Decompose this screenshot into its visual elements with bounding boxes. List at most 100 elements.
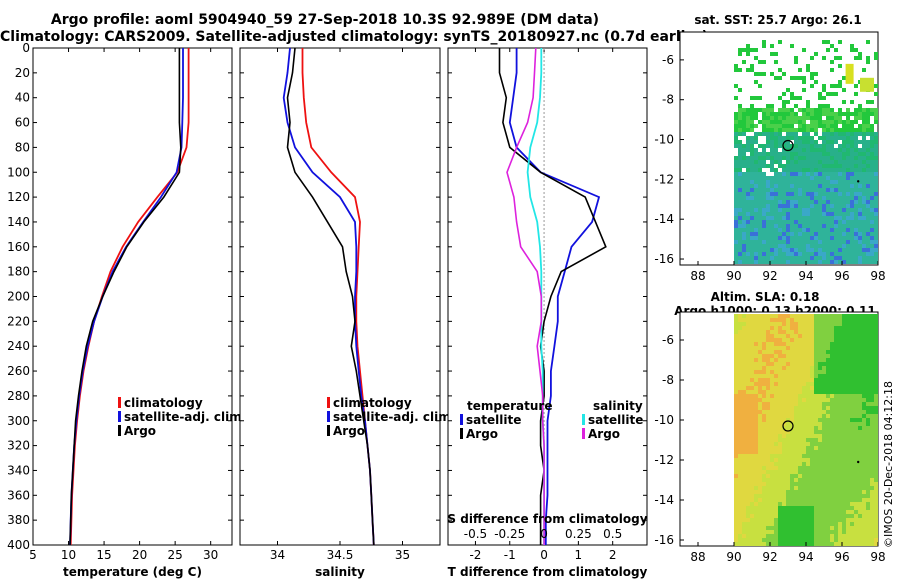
sla-cell [778, 502, 782, 506]
sst-cell [754, 164, 758, 168]
sst-cell [746, 196, 750, 200]
sst-cell [818, 236, 822, 240]
sla-cell [762, 534, 766, 538]
sla-cell [742, 394, 746, 398]
sla-cell [870, 510, 874, 514]
sla-cell [806, 434, 810, 438]
sla-cell [842, 446, 846, 450]
sla-cell [862, 390, 866, 394]
sst-cell [798, 124, 802, 128]
sst-cell [746, 68, 750, 72]
sla-cell [746, 394, 750, 398]
sla-cell [838, 414, 842, 418]
sla-cell [738, 522, 742, 526]
sst-cell [866, 100, 870, 104]
sla-cell [794, 366, 798, 370]
sst-cell [822, 236, 826, 240]
sla-cell [862, 386, 866, 390]
sst-cell [786, 88, 790, 92]
sla-cell [842, 334, 846, 338]
sst-cell [774, 76, 778, 80]
sst-cell [738, 160, 742, 164]
sla-cell [738, 470, 742, 474]
sst-cell [842, 156, 846, 160]
sla-cell [866, 366, 870, 370]
sst-cell [818, 188, 822, 192]
sla-cell [758, 458, 762, 462]
sla-cell [850, 430, 854, 434]
sst-cell [834, 152, 838, 156]
sst-cell [734, 164, 738, 168]
sst-cell [854, 116, 858, 120]
sst-cell [790, 200, 794, 204]
sst-cell [786, 124, 790, 128]
sla-cell [802, 354, 806, 358]
sst-cell [754, 244, 758, 248]
sst-cell [846, 152, 850, 156]
sla-cell [790, 386, 794, 390]
sst-cell [818, 164, 822, 168]
sst-cell [854, 260, 858, 264]
sla-cell [734, 334, 738, 338]
temperature-panel: 0204060801001201401601802002202402602803… [7, 41, 246, 579]
sla-cell [818, 338, 822, 342]
sla-cell [834, 454, 838, 458]
sst-cell [798, 228, 802, 232]
sla-cell [798, 426, 802, 430]
sst-cell [750, 248, 754, 252]
sla-cell [850, 542, 854, 546]
sla-cell [810, 490, 814, 494]
sla-cell [774, 538, 778, 542]
sla-cell [806, 390, 810, 394]
sst-cell [870, 108, 874, 112]
sla-cell [854, 422, 858, 426]
sla-cell [850, 330, 854, 334]
sla-cell [870, 474, 874, 478]
sla-cell [762, 498, 766, 502]
sla-cell [766, 542, 770, 546]
sla-cell [854, 334, 858, 338]
sst-cell [858, 252, 862, 256]
sla-cell [746, 374, 750, 378]
sla-cell [814, 334, 818, 338]
sst-cell [822, 112, 826, 116]
sst-cell [798, 252, 802, 256]
sst-cell [846, 248, 850, 252]
sst-cell [846, 128, 850, 132]
difference-panel: -2 -1 0 1 2T difference from climatologytemp… [447, 47, 648, 579]
sst-cell [818, 124, 822, 128]
sla-cell [790, 354, 794, 358]
sla-cell [766, 490, 770, 494]
sst-cell [810, 228, 814, 232]
sla-cell [794, 318, 798, 322]
sst-cell [806, 168, 810, 172]
sst-cell [798, 216, 802, 220]
sla-cell [806, 474, 810, 478]
sst-cell [798, 220, 802, 224]
sla-cell [842, 326, 846, 330]
sst-cell [766, 232, 770, 236]
sla-cell [794, 326, 798, 330]
sst-cell [858, 200, 862, 204]
sst-cell [818, 216, 822, 220]
sst-cell [830, 120, 834, 124]
sla-cell [874, 458, 878, 462]
sla-cell [866, 498, 870, 502]
sst-cell [774, 192, 778, 196]
sst-cell [742, 176, 746, 180]
sla-cell [854, 338, 858, 342]
sla-cell [858, 338, 862, 342]
sla-cell [750, 314, 754, 318]
sla-cell [766, 502, 770, 506]
sla-cell [778, 506, 782, 510]
sla-cell [766, 314, 770, 318]
legend-label: Argo [588, 427, 620, 441]
sla-cell [798, 382, 802, 386]
sla-cell [874, 434, 878, 438]
sla-cell [754, 414, 758, 418]
sst-cell [862, 144, 866, 148]
sla-cell [766, 478, 770, 482]
sst-cell [850, 148, 854, 152]
sst-cell [846, 168, 850, 172]
sla-cell [822, 430, 826, 434]
